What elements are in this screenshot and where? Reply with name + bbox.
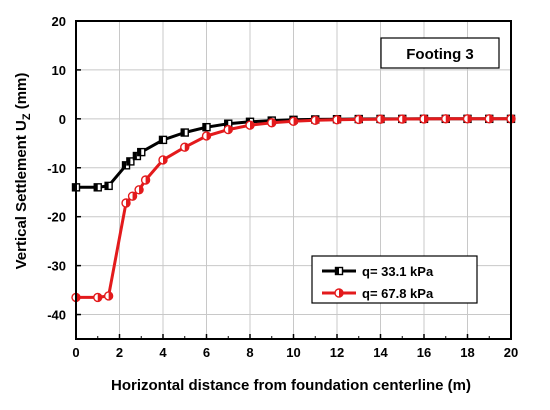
data-point-fill [228, 125, 233, 134]
data-point-fill [380, 115, 385, 124]
y-tick-label: -10 [47, 161, 66, 176]
y-axis-label: Vertical Settlement UZ (mm) [13, 73, 33, 270]
y-tick-label: -40 [47, 308, 66, 323]
y-tick-label: -30 [47, 259, 66, 274]
y-axis-label-main: Vertical Settlement U [13, 120, 30, 269]
data-point-fill [137, 148, 142, 156]
x-tick-label: 14 [373, 345, 388, 360]
x-tick-label: 18 [460, 345, 474, 360]
data-point-fill [139, 185, 144, 194]
data-point-fill [145, 176, 150, 184]
data-point-fill [72, 183, 76, 191]
footing-annotation: Footing 3 [380, 37, 500, 69]
legend-marker-fill [335, 267, 339, 275]
x-tick-label: 4 [159, 345, 167, 360]
data-point-fill [126, 157, 131, 165]
annotation-text: Footing 3 [406, 46, 474, 63]
data-point-fill [445, 114, 450, 123]
data-point-fill [224, 120, 229, 128]
annotation-box [380, 37, 500, 69]
x-tick-label: 16 [417, 345, 431, 360]
y-tick-label: 20 [52, 14, 66, 29]
data-point-fill [184, 143, 189, 152]
x-tick-label: 10 [286, 345, 300, 360]
x-tick-label: 6 [203, 345, 210, 360]
y-axis-label-subscript: Z [21, 113, 33, 120]
y-tick-label: -20 [47, 210, 66, 225]
data-point-fill [489, 114, 494, 123]
data-point-fill [203, 123, 207, 131]
data-point-fill [206, 131, 211, 140]
x-tick-label: 12 [330, 345, 344, 360]
legend-label: q= 33.1 kPa [362, 264, 434, 279]
legend: q= 33.1 kPa q= 67.8 kPa [311, 255, 478, 304]
data-point-fill [132, 192, 137, 201]
x-tick-label: 0 [72, 345, 79, 360]
data-point-fill [293, 117, 298, 126]
data-point-fill [122, 161, 127, 169]
x-tick-label: 20 [504, 345, 518, 360]
data-point-fill [315, 116, 320, 125]
plot-frame [75, 20, 512, 340]
data-point-fill [271, 118, 276, 127]
x-axis-label: Horizontal distance from foundation cent… [111, 377, 471, 394]
data-point-fill [250, 121, 254, 130]
legend-marker-fill [339, 289, 343, 297]
data-point-fill [94, 183, 98, 191]
data-series [71, 114, 516, 303]
data-point-fill [424, 114, 428, 123]
data-point-fill [159, 136, 163, 144]
data-point-fill [467, 114, 472, 123]
x-axis-ticks: 0 2 4 6 8 10 12 14 16 18 20 [72, 334, 518, 360]
y-tick-label: 10 [52, 63, 66, 78]
data-point-fill [126, 198, 131, 207]
data-point-fill [133, 152, 137, 160]
data-point-fill [358, 115, 363, 124]
data-point-fill [97, 293, 102, 302]
x-tick-label: 8 [246, 345, 253, 360]
data-point-fill [337, 115, 341, 124]
data-point-fill [402, 115, 407, 124]
data-point-fill [181, 129, 185, 137]
y-axis-label-unit: (mm) [13, 73, 30, 114]
legend-label: q= 67.8 kPa [362, 286, 434, 301]
data-point-fill [105, 182, 109, 190]
y-axis-ticks: 20 10 0 -10 -20 -30 -40 [47, 14, 81, 323]
y-tick-label: 0 [59, 112, 66, 127]
data-point-fill [108, 291, 113, 300]
data-point-fill [163, 155, 167, 164]
x-tick-label: 2 [116, 345, 123, 360]
series-2 [71, 114, 516, 303]
